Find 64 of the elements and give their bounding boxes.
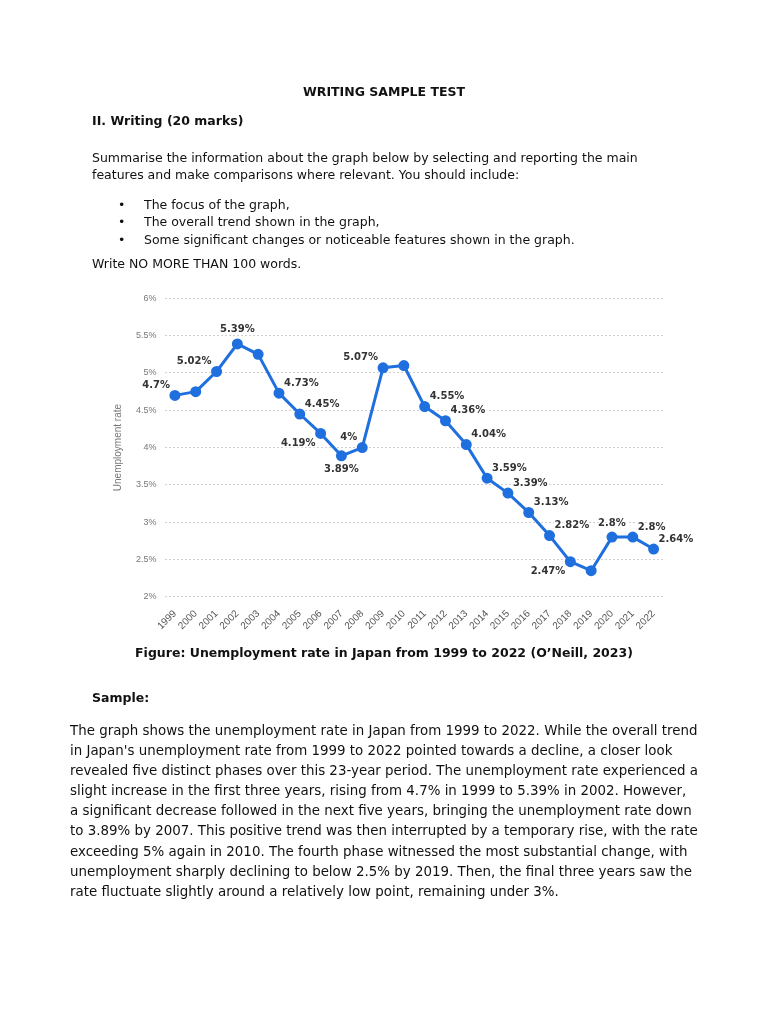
point (523, 506, 535, 518)
point (190, 386, 202, 398)
y-tick-label: 5% (143, 367, 157, 378)
point (419, 401, 431, 413)
point (564, 556, 576, 568)
text: • The overall trend shown in the graph, (118, 214, 380, 230)
text: • The focus of the graph, (118, 196, 290, 212)
data-label: 4.73% (283, 376, 319, 388)
point (627, 531, 639, 543)
data-label: 4.04% (471, 428, 506, 440)
point (460, 439, 472, 451)
data-label: 2.64% (658, 532, 694, 544)
data-label: 5.39% (220, 323, 255, 335)
y-tick-label: 4% (143, 442, 157, 453)
point (481, 472, 493, 484)
data-label: 3.13% (533, 496, 569, 508)
y-tick-label: 3.5% (136, 479, 157, 490)
text: • Some significant changes or noticeable features shown in the graph. (118, 231, 575, 247)
point (377, 362, 389, 374)
y-tick-label: 3% (143, 516, 157, 527)
point (231, 338, 243, 350)
point (398, 360, 410, 372)
data-label: 2.47% (530, 565, 566, 577)
point (169, 389, 181, 401)
point (606, 531, 618, 543)
point (544, 530, 556, 542)
point (648, 543, 660, 555)
data-label: 4.7% (142, 378, 170, 390)
data-label: 2.82% (554, 519, 590, 531)
data-label: 3.39% (512, 476, 548, 488)
text: Figure: Unemployment rate in Japan from 1999 to 2022 (O’Neill, 2023) (134, 645, 634, 660)
data-label: 2.8% (598, 516, 626, 528)
point (252, 348, 264, 360)
data-label: 5.02% (176, 355, 212, 367)
y-tick-label: 4.5% (136, 404, 157, 415)
text: II. Writing (20 marks) (92, 113, 245, 130)
text: Summarise the information about the graph below by selecting and reporting the main features and make comparisons where relevant. You should include: (92, 149, 639, 184)
data-label: 5.07% (343, 351, 379, 363)
y-tick-label: 5.5% (136, 330, 157, 341)
point (315, 427, 327, 439)
data-label: 4.36% (450, 404, 486, 416)
point (273, 387, 285, 399)
point (335, 450, 347, 462)
text: Sample: (92, 690, 151, 707)
data-label: 4.45% (304, 397, 340, 409)
point (502, 487, 514, 499)
point (439, 415, 451, 427)
y-tick-label: 2% (143, 591, 157, 602)
data-label: 3.59% (492, 461, 527, 473)
text: Write NO MORE THAN 100 words. (92, 256, 303, 273)
data-label: 4.55% (429, 390, 465, 402)
data-label: 4% (340, 431, 358, 443)
chart-title: WRITING SAMPLE TEST (301, 84, 466, 99)
point (585, 565, 597, 577)
point (211, 366, 223, 377)
data-label: 3.89% (324, 463, 359, 475)
data-label: 4.19% (280, 437, 316, 449)
data-label: 2.8% (637, 520, 666, 532)
y-axis-title: Unemployment rate (111, 403, 123, 492)
y-tick-label: 6% (143, 292, 157, 303)
point (356, 442, 368, 454)
y-tick-label: 2.5% (136, 553, 157, 564)
point (294, 408, 306, 420)
text: The graph shows the unemployment rate in Japan from 1999 to 2022. While the overall trend in Japan's unemployment rate from 1999 to 2022 pointed towards a decline, a closer look revealed five distinct phases over this 23-year period. The unemployment rate experienced a slight increase in the first three years, rising from 4.7% in 1999 to 5.39% in 2002. However, a significant decrease followed in the next five years, bringing the unemployment rate down to 3.89% by 2007. This positive trend was then interrupted by a temporary rise, with the rate exceeding 5% again in 2010. The fourth phase witnessed the most substantial change, with unemployment sharply declining to below 2.5% by 2019. Then, the final three years saw the rate fluctuate slightly around a relatively low point, remaining under 3%. (70, 722, 698, 899)
